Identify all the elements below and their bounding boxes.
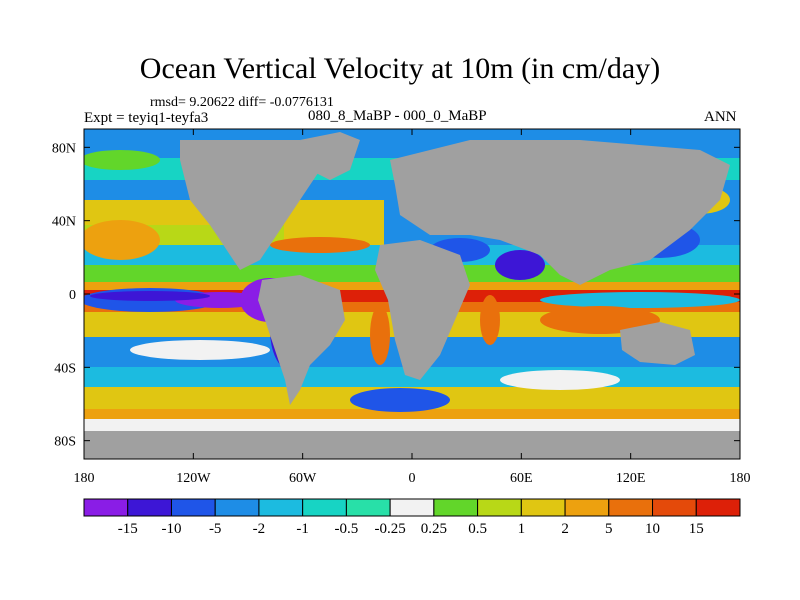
colorbar-label: 15 bbox=[689, 521, 704, 537]
lat-label: 40S bbox=[54, 361, 76, 376]
colorbar-labels: -15 -10 -5 -2 -1 -0.5 -0.25 0.25 0.5 1 2 5 10 15 bbox=[118, 521, 704, 537]
colorbar-swatch bbox=[127, 498, 172, 517]
field-blob bbox=[495, 250, 545, 280]
colorbar-label: -0.5 bbox=[335, 521, 359, 537]
africa-land bbox=[375, 240, 470, 380]
colorbar-swatch bbox=[258, 498, 304, 517]
colorbar-swatch bbox=[520, 498, 566, 517]
field-blob bbox=[90, 291, 210, 301]
field-band bbox=[84, 409, 740, 419]
field-blob bbox=[84, 150, 160, 170]
australia-land bbox=[620, 322, 695, 365]
field-blob bbox=[540, 306, 660, 334]
lon-label: 0 bbox=[409, 471, 416, 486]
lon-label: 60W bbox=[289, 471, 317, 486]
experiment-ids: Expt = teyiq1-teyfa3 bbox=[84, 110, 209, 126]
field-layer bbox=[84, 129, 740, 459]
colorbar-swatch bbox=[214, 498, 260, 517]
lat-label: 80S bbox=[54, 435, 76, 450]
map-title: Ocean Vertical Velocity at 10m (in cm/da… bbox=[139, 52, 661, 85]
lon-label: 60E bbox=[510, 471, 533, 486]
lat-label: 0 bbox=[69, 288, 76, 303]
lon-label: 120W bbox=[176, 471, 211, 486]
colorbar-label: -5 bbox=[209, 521, 222, 537]
field-blob bbox=[500, 370, 620, 390]
colorbar-label: 0.5 bbox=[468, 521, 487, 537]
season-label: ANN bbox=[704, 109, 737, 125]
colorbar-label: 0.25 bbox=[421, 521, 447, 537]
longitude-labels: 180 120W 60W 0 60E 120E 180 bbox=[74, 471, 751, 486]
colorbar-swatch bbox=[389, 498, 435, 517]
field-blob bbox=[84, 220, 160, 260]
lon-label: 180 bbox=[730, 471, 751, 486]
greenland-land bbox=[300, 132, 360, 180]
eurasia-land bbox=[390, 140, 730, 285]
colorbar-label: -15 bbox=[118, 521, 138, 537]
colorbar-swatch bbox=[83, 498, 129, 517]
colorbar-label: -0.25 bbox=[375, 521, 406, 537]
colorbar-label: 10 bbox=[645, 521, 660, 537]
rmsd-diff-stats: rmsd= 9.20622 diff= -0.0776131 bbox=[150, 95, 334, 110]
field-blob bbox=[370, 305, 390, 365]
lon-label: 120E bbox=[616, 471, 646, 486]
latitude-labels: 80N 40N 0 40S 80S bbox=[52, 141, 76, 449]
colorbar-swatch bbox=[695, 498, 741, 517]
colorbar-swatch bbox=[302, 498, 347, 517]
colorbar-label: 2 bbox=[561, 521, 569, 537]
field-blob bbox=[130, 340, 270, 360]
lat-label: 40N bbox=[52, 215, 76, 230]
field-blob bbox=[270, 237, 370, 253]
colorbar bbox=[83, 498, 741, 517]
colorbar-swatch bbox=[477, 498, 522, 517]
field-blob bbox=[480, 295, 500, 345]
colorbar-label: 1 bbox=[518, 521, 526, 537]
colorbar-swatch bbox=[170, 498, 216, 517]
colorbar-swatch bbox=[608, 498, 654, 517]
colorbar-swatch bbox=[652, 498, 697, 517]
colorbar-swatch bbox=[345, 498, 391, 517]
field-band bbox=[84, 419, 740, 431]
axis-ticks bbox=[83, 129, 741, 459]
colorbar-label: 5 bbox=[605, 521, 613, 537]
colorbar-swatch bbox=[564, 498, 610, 517]
field-blob bbox=[540, 292, 740, 308]
colorbar-label: -2 bbox=[253, 521, 266, 537]
field-blob bbox=[350, 388, 450, 412]
experiment-name: 080_8_MaBP - 000_0_MaBP bbox=[308, 108, 487, 124]
north-america-land bbox=[180, 140, 320, 270]
colorbar-swatch bbox=[433, 498, 479, 517]
colorbar-label: -1 bbox=[296, 521, 309, 537]
lat-label: 80N bbox=[52, 141, 76, 156]
colorbar-label: -10 bbox=[161, 521, 181, 537]
lon-label: 180 bbox=[74, 471, 95, 486]
south-america-land bbox=[258, 275, 345, 405]
